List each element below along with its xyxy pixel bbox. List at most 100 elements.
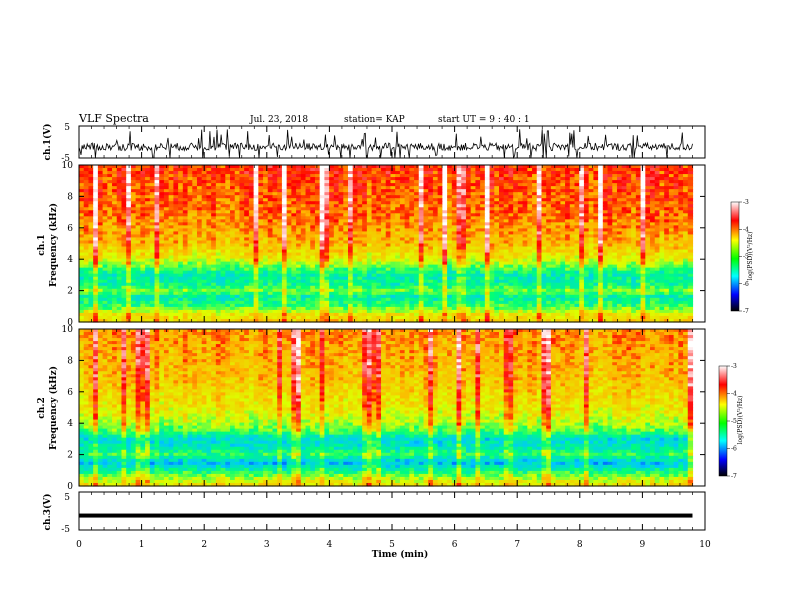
spectrogram-cell: [333, 219, 340, 223]
spectrogram-cell: [678, 207, 684, 211]
spectrogram-cell: [324, 192, 330, 196]
spectrogram-cell: [343, 201, 349, 205]
spectrogram-cell: [310, 180, 316, 184]
spectrogram-cell: [560, 165, 566, 169]
spectrogram-cell: [579, 201, 585, 205]
spectrogram-cell: [645, 246, 651, 251]
spectrogram-cell: [121, 165, 127, 169]
spectrogram-cell: [541, 168, 547, 172]
spectrogram-cell: [654, 243, 661, 248]
spectrogram-cell: [234, 174, 241, 178]
spectrogram-cell: [437, 264, 443, 269]
spectrogram-cell: [83, 186, 90, 190]
spectrogram-cell: [484, 243, 491, 248]
spectrogram-cell: [159, 213, 165, 217]
spectrogram-cell: [654, 237, 661, 242]
spectrogram-cell: [116, 228, 123, 233]
spectrogram-cell: [508, 207, 514, 211]
spectrogram-cell: [428, 180, 434, 184]
spectrogram-cell: [258, 201, 264, 205]
spectrogram-cell: [248, 192, 255, 196]
spectrogram-cell: [404, 225, 410, 229]
spectrogram-cell: [305, 177, 311, 181]
spectrogram-cell: [461, 183, 467, 187]
spectrogram-cell: [659, 252, 665, 257]
spectrogram-cell: [234, 186, 241, 190]
spectrogram-cell: [329, 171, 335, 175]
spectrogram-cell: [324, 255, 330, 260]
spectrogram-cell: [248, 219, 255, 223]
spectrogram-cell: [668, 189, 675, 193]
spectrogram-cell: [149, 195, 156, 199]
spectrogram-cell: [178, 189, 184, 193]
spectrogram-cell: [418, 222, 425, 226]
spectrogram-cell: [583, 189, 590, 193]
spectrogram-cell: [107, 243, 113, 248]
spectrogram-cell: [192, 204, 198, 208]
spectrogram-cell: [395, 249, 401, 254]
spectrogram-cell: [602, 183, 609, 187]
spectrogram-cell: [376, 171, 382, 175]
spectrogram-cell: [404, 213, 410, 217]
spectrogram-cell: [248, 243, 255, 248]
spectrogram-cell: [338, 228, 344, 233]
spectrogram-cell: [536, 210, 543, 214]
spectrogram-cell: [465, 210, 472, 214]
spectrogram-cell: [399, 183, 406, 187]
spectrogram-cell: [263, 180, 269, 184]
spectrogram-cell: [362, 171, 368, 175]
spectrogram-cell: [291, 168, 297, 172]
spectrogram-cell: [277, 174, 283, 178]
spectrogram-cell: [258, 171, 264, 175]
spectrogram-cell: [574, 204, 580, 208]
spectrogram-cell: [178, 213, 184, 217]
spectrogram-cell: [159, 222, 165, 226]
spectrogram-cell: [347, 180, 354, 184]
spectrogram-cell: [121, 189, 127, 193]
spectrogram-cell: [461, 168, 467, 172]
spectrogram-cell: [598, 249, 604, 254]
spectrogram-cell: [428, 192, 434, 196]
spectrogram-cell: [432, 204, 439, 208]
spectrogram-cell: [159, 216, 165, 220]
spectrogram-cell: [154, 264, 160, 269]
spectrogram-cell: [588, 177, 594, 181]
spectrogram-cell: [305, 249, 311, 254]
spectrogram-cell: [499, 261, 505, 266]
spectrogram-cell: [612, 246, 618, 251]
spectrogram-cell: [583, 198, 590, 202]
spectrogram-cell: [593, 240, 599, 245]
spectrogram-cell: [480, 186, 486, 190]
spectrogram-cell: [112, 213, 118, 217]
spectrogram-cell: [456, 171, 462, 175]
spectrogram-cell: [541, 174, 547, 178]
spectrogram-cell: [513, 198, 519, 202]
spectrogram-cell: [480, 195, 486, 199]
spectrogram-cell: [215, 258, 222, 263]
spectrogram-cell: [517, 189, 524, 193]
spectrogram-cell: [215, 225, 222, 229]
spectrogram-cell: [163, 258, 170, 263]
spectrogram-cell: [230, 168, 236, 172]
spectrogram-cell: [612, 225, 618, 229]
spectrogram-cell: [475, 261, 481, 266]
spectrogram-cell: [602, 255, 609, 260]
spectrogram-cell: [593, 246, 599, 251]
spectrogram-cell: [244, 222, 250, 226]
spectrogram-cell: [517, 249, 524, 254]
spectrogram-cell: [560, 201, 566, 205]
spectrogram-cell: [508, 177, 514, 181]
spectrogram-cell: [121, 207, 127, 211]
spectrogram-cell: [480, 183, 486, 187]
spectrogram-cell: [489, 252, 495, 257]
spectrogram-cell: [555, 261, 561, 266]
spectrogram-cell: [79, 210, 85, 214]
spectrogram-cell: [324, 249, 330, 254]
spectrogram-cell: [598, 228, 604, 233]
spectrogram-cell: [296, 237, 302, 242]
spectrogram-cell: [79, 225, 85, 229]
spectrogram-cell: [494, 222, 500, 226]
spectrogram-cell: [565, 210, 571, 214]
spectrogram-cell: [588, 201, 594, 205]
spectrogram-cell: [508, 222, 514, 226]
